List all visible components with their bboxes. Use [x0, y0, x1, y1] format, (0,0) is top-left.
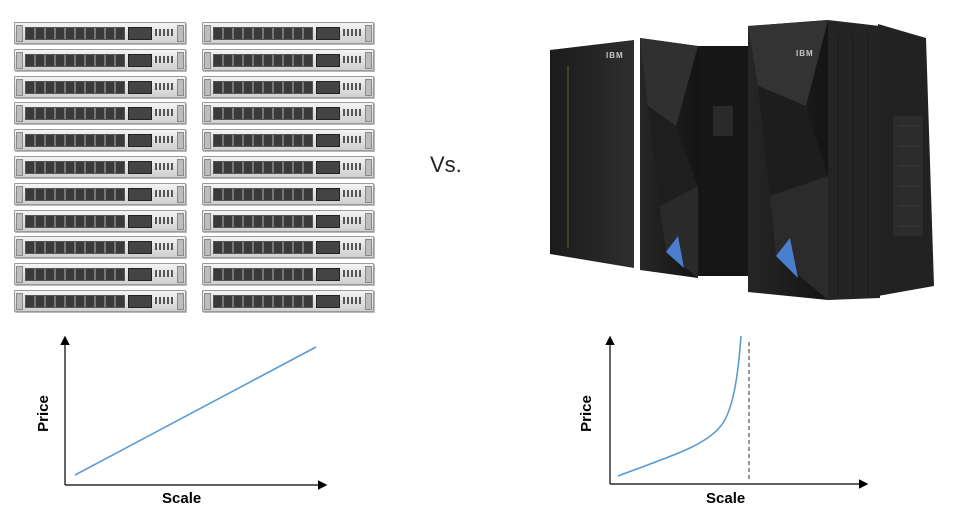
right-x-axis-label: Scale [706, 490, 746, 507]
server-rack-left [14, 22, 186, 317]
rack-server [202, 48, 374, 71]
rack-server [14, 102, 186, 125]
rack-server [202, 155, 374, 178]
rack-server [202, 182, 374, 205]
right-y-axis-label: Price [577, 395, 595, 432]
linear-price-curve [74, 346, 317, 476]
rack-server [14, 155, 186, 178]
rack-server [14, 289, 186, 312]
rack-server [202, 236, 374, 259]
rack-server [202, 22, 374, 44]
rack-server [202, 209, 374, 232]
rack-server [14, 129, 186, 152]
ibm-logo-left: IBM [606, 51, 624, 60]
vs-label: Vs. [430, 152, 462, 177]
mainframe-image: IBM IBM [548, 16, 936, 302]
rack-server [202, 102, 374, 125]
left-y-axis-label: Price [34, 395, 52, 432]
rack-server [202, 129, 374, 152]
server-rack-right [202, 22, 374, 317]
exponential-chart [605, 335, 869, 489]
rack-server [14, 263, 186, 286]
rack-server [202, 289, 374, 312]
rack-server [202, 75, 374, 98]
rack-server [14, 236, 186, 259]
exponential-price-curve [617, 335, 742, 477]
rack-server [202, 263, 374, 286]
linear-chart [60, 335, 328, 490]
ibm-logo-right: IBM [796, 49, 814, 58]
rack-server [14, 48, 186, 71]
rack-server [14, 209, 186, 232]
rack-server [14, 182, 186, 205]
rack-server [14, 22, 186, 44]
rack-server [14, 75, 186, 98]
left-x-axis-label: Scale [162, 490, 202, 507]
mainframe-graphic [550, 20, 934, 300]
